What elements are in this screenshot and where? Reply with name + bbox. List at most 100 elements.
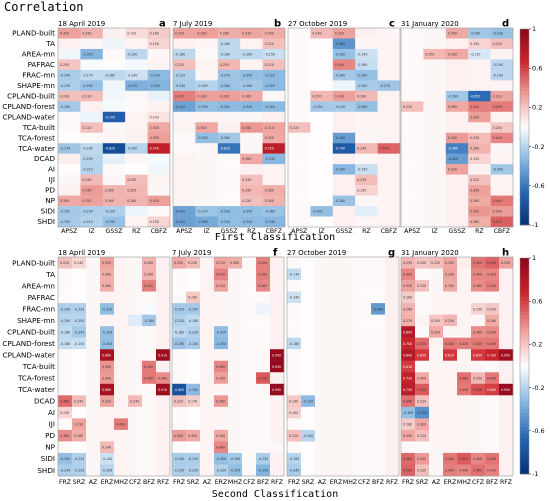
heatmap-cell [468,69,491,81]
heatmap-cell [401,280,416,292]
col-label: BFZ [372,479,384,486]
heatmap-cell [377,122,401,133]
heatmap-cell [485,395,500,408]
heatmap-cell [343,349,358,361]
heatmap-cell [329,303,344,315]
heatmap-cell [445,80,469,92]
heatmap-cell [262,101,286,112]
heatmap-cell [262,80,286,92]
panel-date: 31 January 2020 [401,20,459,28]
heatmap-cell [471,303,486,315]
heatmap-cell [332,164,356,175]
heatmap-cell [499,268,514,281]
heatmap-cell [262,38,286,50]
heatmap-cell [100,337,115,350]
row-label: TA [45,39,55,48]
heatmap-cell [100,372,115,384]
colorbar-step [520,308,529,313]
cell-value: 0.440 [144,365,153,369]
colorbar-step [520,416,529,421]
heatmap-cell [371,326,386,338]
heatmap-cell [142,406,157,419]
heatmap-cell [371,441,386,454]
col-label: BFZ [257,479,269,486]
heatmap-cell [288,174,311,186]
cell-value: 0.340 [82,189,91,193]
heatmap-cell [401,185,424,196]
cell-value: 0.200 [417,261,426,265]
heatmap-cell [142,429,157,442]
heatmap-cell [173,153,196,165]
heatmap-cell [457,406,472,419]
heatmap-cell [242,326,257,338]
heatmap-cell [385,372,400,384]
heatmap-cell [485,406,500,419]
heatmap-cell [329,337,344,350]
colorbar-step [520,100,529,105]
cell-value: -0.220 [74,469,84,473]
cell-value: 0.310 [493,94,502,98]
cell-value: -0.300 [102,330,112,334]
heatmap-cell [217,132,241,144]
colorbar-step [520,136,529,141]
col-label: RZ [362,228,371,235]
heatmap-cell [100,383,115,396]
heatmap-cell [457,360,472,373]
cell-value: 0.330 [150,199,159,203]
heatmap-cell [301,464,316,477]
heatmap-cell [429,280,444,292]
row-label: TCA-forest [17,133,55,142]
row-label: IJI [49,420,55,429]
colorbar-step [520,366,529,370]
heatmap-cell [270,280,285,292]
heatmap-cell [499,429,514,442]
row-label: DCAD [34,154,55,163]
cell-value: 0.300 [431,330,440,334]
heatmap-cell [240,90,263,102]
heatmap-panel: 0.320 0.330 0.280 0.310 0.290-0.180 0.220-0.1… [172,19,286,235]
heatmap-cell [142,464,157,477]
heatmap-cell [329,257,344,269]
heatmap-cell [114,452,129,465]
heatmap-cell [301,452,316,465]
colorbar-step [520,434,529,439]
heatmap-cell [315,268,330,281]
colorbar-step [520,140,529,144]
heatmap-cell [262,111,286,123]
heatmap-cell [343,395,358,408]
cell-value: -0.180 [60,330,70,334]
heatmap-cell [173,143,196,154]
cell-value: 0.150 [470,157,479,161]
row-label: AREA-mn [22,49,55,58]
heatmap-cell [377,38,401,50]
cell-value: -0.330 [265,157,275,161]
heatmap-cell [377,111,401,123]
cell-value: 0.300 [417,376,426,380]
heatmap-cell [401,143,424,154]
cell-value: 0.440 [445,342,454,346]
cell-value: 0.610 [403,365,412,369]
heatmap-cell [156,464,171,477]
cell-value: -0.300 [60,457,70,461]
heatmap-cell [217,69,241,81]
heatmap-cell [355,69,378,81]
cell-value: 0.190 [289,399,298,403]
cell-value: 0.400 [487,273,496,277]
heatmap-cell [485,441,500,454]
cell-value: 0.310 [242,31,251,35]
cell-value: 0.180 [150,31,159,35]
cell-value: 0.260 [403,307,412,311]
heatmap-cell [242,268,257,281]
heatmap-cell [499,383,514,396]
cell-value: -0.420 [175,105,185,109]
heatmap-cell [315,383,330,396]
colorbar-step [520,97,529,102]
heatmap-cell [301,406,316,419]
heatmap-cell [357,441,372,454]
heatmap-cell [242,337,257,350]
cell-value: -0.260 [470,31,480,35]
cell-value: -0.260 [230,457,240,461]
heatmap-cell [156,395,171,408]
col-label: MHZ [228,479,242,486]
cell-value: 0.400 [258,284,267,288]
